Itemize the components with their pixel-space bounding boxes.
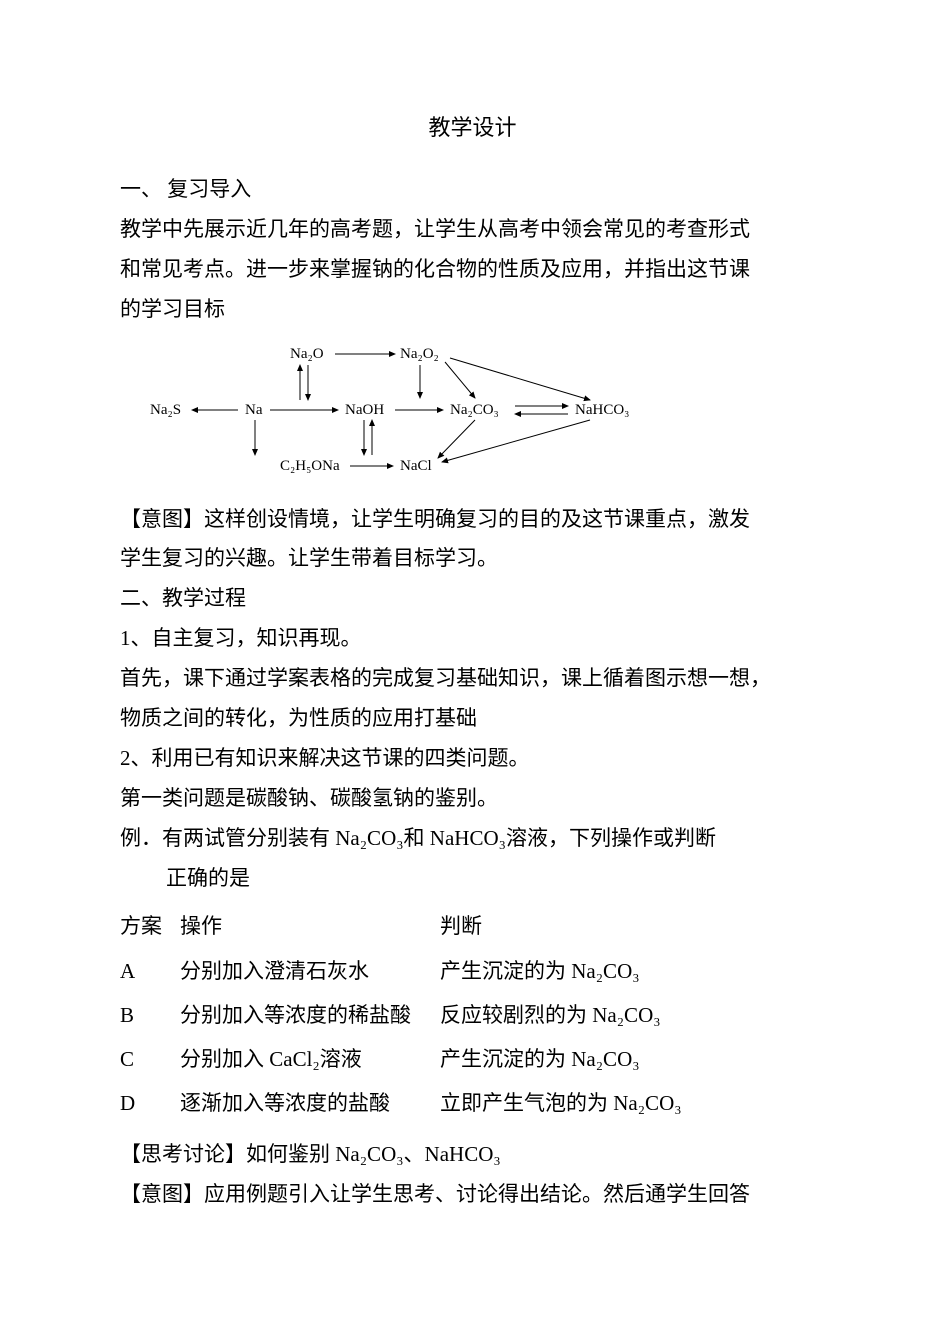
section-1-line-2: 和常见考点。进一步来掌握钠的化合物的性质及应用，并指出这节课 <box>120 250 825 290</box>
edge <box>438 420 475 458</box>
table-row: B 分别加入等浓度的稀盐酸 反应较剧烈的为 Na₂CO₃ <box>120 993 825 1037</box>
node-na2co3: Na₂CO₃ <box>450 402 499 418</box>
section-2-sub2: 2、利用已有知识来解决这节课的四类问题。 <box>120 739 825 779</box>
intent-2-line: 【意图】应用例题引入让学生思考、讨论得出结论。然后通学生回答 <box>120 1175 825 1215</box>
page-title: 教学设计 <box>120 110 825 142</box>
cell-plan: C <box>120 1037 180 1081</box>
section-2-heading: 二、教学过程 <box>120 579 825 619</box>
intent-1-line-2: 学生复习的兴趣。让学生带着目标学习。 <box>120 539 825 579</box>
options-table: 方案 操作 判断 A 分别加入澄清石灰水 产生沉淀的为 Na₂CO₃ B 分别加… <box>120 904 825 1124</box>
intent-1-line-1: 【意图】这样创设情境，让学生明确复习的目的及这节课重点，激发 <box>120 500 825 540</box>
example-line-1: 例．有两试管分别装有 Na₂CO₃和 NaHCO₃溶液，下列操作或判断 <box>120 819 825 859</box>
cell-plan: D <box>120 1081 180 1125</box>
section-1-line-3: 的学习目标 <box>120 290 825 330</box>
node-na2o: Na₂O <box>290 346 324 362</box>
table-row: D 逐渐加入等浓度的盐酸 立即产生气泡的为 Na₂CO₃ <box>120 1081 825 1125</box>
cell-judge: 产生沉淀的为 Na₂CO₃ <box>440 1037 825 1081</box>
section-2-sub1: 1、自主复习，知识再现。 <box>120 619 825 659</box>
section-2-p1: 首先，课下通过学案表格的完成复习基础知识，课上循着图示想一想， <box>120 659 825 699</box>
node-nahco3: NaHCO₃ <box>575 402 629 418</box>
edge <box>442 420 590 462</box>
table-row: C 分别加入 CaCl₂溶液 产生沉淀的为 Na₂CO₃ <box>120 1037 825 1081</box>
cell-judge: 立即产生气泡的为 Na₂CO₃ <box>440 1081 825 1125</box>
cell-op: 分别加入等浓度的稀盐酸 <box>180 993 440 1037</box>
cell-op: 逐渐加入等浓度的盐酸 <box>180 1081 440 1125</box>
table-header-op: 操作 <box>180 904 440 948</box>
node-c2h5ona: C₂H₅ONa <box>280 458 340 474</box>
table-row: A 分别加入澄清石灰水 产生沉淀的为 Na₂CO₃ <box>120 949 825 993</box>
edge <box>445 362 475 398</box>
discussion-line: 【思考讨论】如何鉴别 Na₂CO₃、NaHCO₃ <box>120 1135 825 1175</box>
node-nacl: NaCl <box>400 458 432 474</box>
cell-judge: 产生沉淀的为 Na₂CO₃ <box>440 949 825 993</box>
node-na2o2: Na₂O₂ <box>400 346 439 362</box>
question-type-1: 第一类问题是碳酸钠、碳酸氢钠的鉴别。 <box>120 779 825 819</box>
table-header-row: 方案 操作 判断 <box>120 904 825 948</box>
diagram-svg: Na₂O Na₂O₂ Na₂S Na NaOH Na₂CO₃ NaHCO₃ C₂… <box>120 340 680 485</box>
section-1-line-1: 教学中先展示近几年的高考题，让学生从高考中领会常见的考查形式 <box>120 210 825 250</box>
cell-plan: B <box>120 993 180 1037</box>
table-header-judge: 判断 <box>440 904 825 948</box>
node-na: Na <box>245 402 263 418</box>
section-2-p2: 物质之间的转化，为性质的应用打基础 <box>120 699 825 739</box>
section-1-heading: 一、 复习导入 <box>120 170 825 210</box>
table-header-plan: 方案 <box>120 904 180 948</box>
node-na2s: Na₂S <box>150 402 181 418</box>
cell-judge: 反应较剧烈的为 Na₂CO₃ <box>440 993 825 1037</box>
example-line-2: 正确的是 <box>120 859 825 899</box>
document-page: 教学设计 一、 复习导入 教学中先展示近几年的高考题，让学生从高考中领会常见的考… <box>0 0 945 1337</box>
node-naoh: NaOH <box>345 402 384 418</box>
cell-op: 分别加入澄清石灰水 <box>180 949 440 993</box>
reaction-diagram: Na₂O Na₂O₂ Na₂S Na NaOH Na₂CO₃ NaHCO₃ C₂… <box>120 340 825 490</box>
cell-plan: A <box>120 949 180 993</box>
cell-op: 分别加入 CaCl₂溶液 <box>180 1037 440 1081</box>
